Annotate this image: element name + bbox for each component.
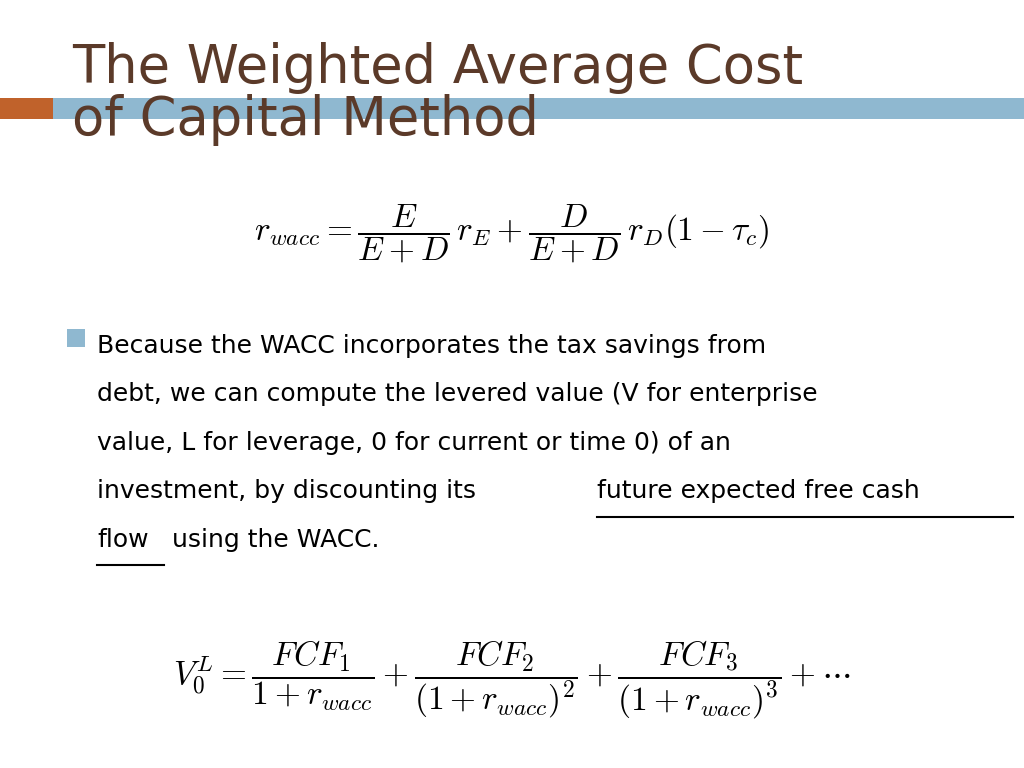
FancyBboxPatch shape [67, 329, 85, 347]
Text: using the WACC.: using the WACC. [164, 528, 380, 551]
Text: flow: flow [97, 528, 148, 551]
Text: future expected free cash: future expected free cash [597, 479, 920, 503]
Text: value, L for leverage, 0 for current or time 0) of an: value, L for leverage, 0 for current or … [97, 431, 731, 455]
Text: The Weighted Average Cost: The Weighted Average Cost [72, 42, 803, 94]
Text: debt, we can compute the levered value (V for enterprise: debt, we can compute the levered value (… [97, 382, 818, 406]
Text: Because the WACC incorporates the tax savings from: Because the WACC incorporates the tax sa… [97, 334, 766, 358]
Text: $r_{wacc} = \dfrac{E}{E+D}\,r_E + \dfrac{D}{E+D}\,r_D(1 - \tau_c)$: $r_{wacc} = \dfrac{E}{E+D}\,r_E + \dfrac… [254, 203, 770, 266]
FancyBboxPatch shape [53, 98, 1024, 119]
Text: investment, by discounting its: investment, by discounting its [97, 479, 484, 503]
Text: $V_0^L = \dfrac{FCF_1}{1+r_{wacc}} + \dfrac{FCF_2}{(1+r_{wacc})^2} + \dfrac{FCF_: $V_0^L = \dfrac{FCF_1}{1+r_{wacc}} + \df… [173, 638, 851, 721]
Text: of Capital Method: of Capital Method [72, 94, 539, 146]
FancyBboxPatch shape [0, 98, 53, 119]
